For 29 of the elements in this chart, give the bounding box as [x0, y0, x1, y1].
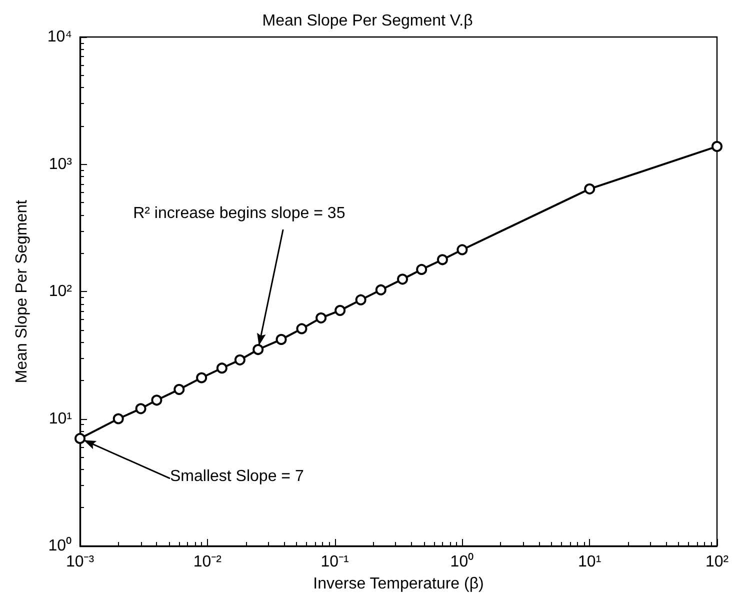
point [436, 254, 448, 266]
x-tick-label: 10⁻² [193, 554, 222, 570]
point [397, 274, 408, 285]
point [355, 294, 366, 306]
y-tick-label: 10¹ [48, 410, 72, 428]
y-tick-label: 10⁰ [48, 536, 72, 554]
y-tick-label: 10² [48, 283, 73, 300]
point [276, 334, 287, 345]
point [112, 413, 124, 424]
point [296, 323, 308, 334]
x-tick-label: 10⁻³ [66, 554, 95, 570]
annotation: Smallest Slope = 7 [170, 468, 304, 486]
x-tick-label: 10¹ [578, 554, 602, 570]
chart-title: Mean Slope Per Segment V.β [262, 12, 473, 30]
x-axis-title: Inverse Temperature (β) [313, 576, 484, 592]
point [334, 304, 346, 316]
point [456, 244, 468, 256]
x-tick-label: 10² [705, 554, 730, 570]
x-tick-label: 10⁰ [450, 552, 474, 570]
annotation: R² increase begins slope = 35 [133, 204, 346, 223]
y-axis-title: Mean Slope Per Segment [14, 199, 30, 384]
point [416, 264, 428, 275]
point [174, 384, 185, 395]
x-tick-label: 10⁻¹ [320, 554, 349, 570]
y-tick-label: 10⁴ [47, 28, 72, 46]
y-tick-label: 10³ [48, 156, 73, 173]
point [234, 354, 246, 366]
point [375, 284, 386, 296]
point [316, 312, 327, 324]
